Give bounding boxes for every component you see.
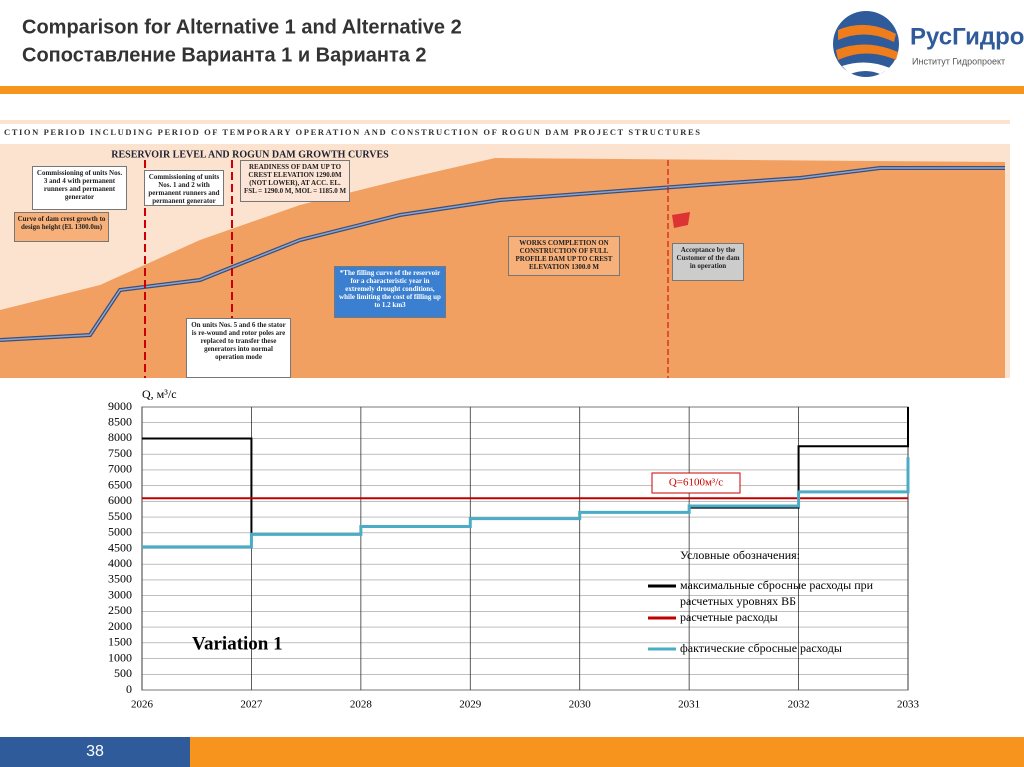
figure-annotation: Acceptance by the Customer of the dam in… <box>672 243 744 281</box>
x-tick-label: 2028 <box>350 699 373 711</box>
annotation: Q=6100м³/с <box>669 477 723 489</box>
y-tick-label: 4000 <box>108 556 132 570</box>
logo-caption: Институт Гидропроект <box>912 56 1005 66</box>
y-tick-label: 2500 <box>108 603 132 617</box>
series-line <box>142 457 910 549</box>
figure-annotation-box: READINESS OF DAM UP TO CREST ELEVATION 1… <box>240 160 350 202</box>
legend-label: максимальные сбросные расходы при расчет… <box>680 578 874 608</box>
x-tick-label: 2027 <box>240 699 263 711</box>
footer-right <box>190 737 1024 767</box>
x-tick-label: 2026 <box>131 699 154 711</box>
figure-annotation: *The filling curve of the reservoir for … <box>334 266 446 318</box>
legend-title: Условные обозначения: <box>680 548 800 562</box>
figure-annotation: Commissioning of units Nos. 1 and 2 with… <box>144 170 224 206</box>
y-tick-label: 3000 <box>108 587 132 601</box>
x-tick-label: 2032 <box>788 699 810 711</box>
figure-annotation: READINESS OF DAM UP TO CREST ELEVATION 1… <box>240 160 350 202</box>
legend-label-box: максимальные сбросные расходы при расчет… <box>680 578 874 608</box>
annotation: Variation 1 <box>192 633 283 654</box>
y-tick-label: 4500 <box>108 540 132 554</box>
y-tick-label: 7500 <box>108 446 132 460</box>
figure-annotation-box: *The filling curve of the reservoir for … <box>334 266 446 318</box>
logo-mark <box>833 11 899 77</box>
slide-title: Comparison for Alternative 1 and Alterna… <box>22 16 462 38</box>
x-tick-label: 2029 <box>459 699 482 711</box>
page-number: 38 <box>86 743 104 760</box>
figure-annotation-box: Acceptance by the Customer of the dam in… <box>672 243 744 281</box>
y-tick-label: 5000 <box>108 525 132 539</box>
header-stripe <box>0 86 1024 94</box>
y-tick-label: 8000 <box>108 430 132 444</box>
logo-name: РусГидро <box>910 23 1024 50</box>
y-tick-label: 2000 <box>108 619 132 633</box>
legend-label-box: фактические сбросные расходы <box>680 641 842 655</box>
figure-annotation-box: Curve of dam crest growth to design heig… <box>14 212 109 242</box>
top-figure <box>0 120 1010 378</box>
y-tick-label: 6000 <box>108 493 132 507</box>
annotation-box <box>651 472 741 494</box>
y-tick-label: 1000 <box>108 650 132 664</box>
y-tick-label: 5500 <box>108 509 132 523</box>
figure-annotation-box: Commissioning of units Nos. 1 and 2 with… <box>144 170 224 206</box>
slide-subtitle: Сопоставление Варианта 1 и Варианта 2 <box>22 44 427 66</box>
figure-banner: CTION PERIOD INCLUDING PERIOD OF TEMPORA… <box>4 127 702 137</box>
footer-left <box>0 737 190 767</box>
legend-label: расчетные расходы <box>680 610 778 624</box>
y-tick-label: 9000 <box>108 399 132 413</box>
figure-annotation: Commissioning of units Nos. 3 and 4 with… <box>32 166 127 210</box>
figure-annotation: Curve of dam crest growth to design heig… <box>14 212 109 242</box>
y-tick-label: 7000 <box>108 462 132 476</box>
y-tick-label: 3500 <box>108 572 132 586</box>
y-tick-label: 500 <box>114 666 132 680</box>
figure-annotation-box: WORKS COMPLETION ON CONSTRUCTION OF FULL… <box>508 236 620 276</box>
figure-annotation-box: On units Nos. 5 and 6 the stator is re-w… <box>186 318 291 378</box>
y-tick-label: 1500 <box>108 635 132 649</box>
figure-annotation: On units Nos. 5 and 6 the stator is re-w… <box>186 318 291 378</box>
y-tick-label: 6500 <box>108 477 132 491</box>
figure-heading: RESERVOIR LEVEL AND ROGUN DAM GROWTH CUR… <box>111 149 389 160</box>
y-axis-label: Q, м³/с <box>142 387 177 401</box>
legend-label-box: расчетные расходы <box>680 610 778 624</box>
x-tick-label: 2033 <box>897 699 920 711</box>
x-tick-label: 2031 <box>678 699 700 711</box>
figure-annotation: WORKS COMPLETION ON CONSTRUCTION OF FULL… <box>508 236 620 276</box>
y-tick-label: 8500 <box>108 414 132 428</box>
x-tick-label: 2030 <box>569 699 592 711</box>
legend-label: фактические сбросные расходы <box>680 641 842 655</box>
figure-annotation-box: Commissioning of units Nos. 3 and 4 with… <box>32 166 127 210</box>
y-tick-label: 0 <box>126 682 132 696</box>
series-line <box>142 407 909 533</box>
